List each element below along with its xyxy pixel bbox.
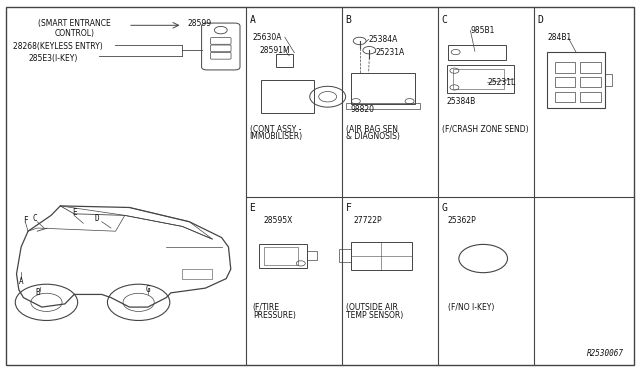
Bar: [346, 103, 420, 109]
Text: F: F: [346, 203, 351, 213]
Text: 284B1: 284B1: [547, 33, 572, 42]
Text: 27722P: 27722P: [353, 216, 382, 225]
Text: (CONT ASSY -: (CONT ASSY -: [250, 125, 301, 134]
Bar: [264, 247, 298, 265]
Bar: [555, 77, 575, 87]
Text: (AIR BAG SEN: (AIR BAG SEN: [346, 125, 397, 134]
Text: 28595X: 28595X: [264, 216, 293, 225]
Text: CONTROL): CONTROL): [54, 29, 95, 38]
Text: 25362P: 25362P: [448, 216, 477, 225]
Bar: [447, 65, 514, 93]
Bar: [448, 45, 506, 60]
Bar: [259, 244, 307, 268]
Bar: [580, 77, 601, 87]
Text: TEMP SENSOR): TEMP SENSOR): [346, 311, 403, 320]
Text: E: E: [250, 203, 255, 213]
Text: G: G: [442, 203, 447, 213]
Bar: [580, 62, 601, 73]
Bar: [555, 92, 575, 102]
Circle shape: [353, 37, 366, 45]
Text: (F/NO I-KEY): (F/NO I-KEY): [448, 303, 494, 312]
Text: B: B: [346, 15, 351, 25]
Text: D: D: [95, 214, 99, 223]
Bar: [307, 251, 317, 260]
Text: F: F: [24, 216, 28, 225]
Text: C: C: [442, 15, 447, 25]
Text: 25231A: 25231A: [375, 48, 404, 57]
Text: (F/TIRE: (F/TIRE: [253, 303, 280, 312]
Text: E: E: [72, 208, 76, 217]
Text: 98820: 98820: [351, 105, 375, 114]
Bar: [605, 74, 612, 86]
Text: B: B: [35, 288, 40, 297]
Text: 285E3(I-KEY): 285E3(I-KEY): [29, 54, 78, 63]
Text: 28599: 28599: [188, 19, 212, 28]
Text: & DIAGNOSIS): & DIAGNOSIS): [346, 132, 399, 141]
Text: A: A: [250, 15, 255, 25]
Text: R2530067: R2530067: [587, 349, 624, 358]
Text: PRESSURE): PRESSURE): [253, 311, 296, 320]
Text: (OUTSIDE AIR: (OUTSIDE AIR: [346, 303, 397, 312]
Text: 28591M: 28591M: [259, 46, 290, 55]
Bar: [339, 249, 351, 262]
Bar: [351, 242, 412, 270]
Bar: [351, 73, 415, 104]
Bar: [547, 52, 605, 108]
Text: 25231L: 25231L: [488, 78, 516, 87]
Text: (F/CRASH ZONE SEND): (F/CRASH ZONE SEND): [442, 125, 528, 134]
Text: 985B1: 985B1: [470, 26, 495, 35]
Bar: [580, 92, 601, 102]
Text: G: G: [145, 285, 150, 294]
Text: (SMART ENTRANCE: (SMART ENTRANCE: [38, 19, 111, 28]
Text: 25630A: 25630A: [253, 33, 282, 42]
Text: 25384B: 25384B: [447, 97, 476, 106]
Circle shape: [363, 46, 376, 54]
Text: IMMOBILISER): IMMOBILISER): [250, 132, 303, 141]
Bar: [555, 62, 575, 73]
Text: D: D: [538, 15, 543, 25]
Text: A: A: [19, 277, 24, 286]
Text: 25384A: 25384A: [369, 35, 398, 44]
Text: 28268(KEYLESS ENTRY): 28268(KEYLESS ENTRY): [13, 42, 102, 51]
Text: C: C: [33, 214, 37, 223]
Bar: [261, 80, 314, 113]
Bar: [453, 69, 504, 89]
